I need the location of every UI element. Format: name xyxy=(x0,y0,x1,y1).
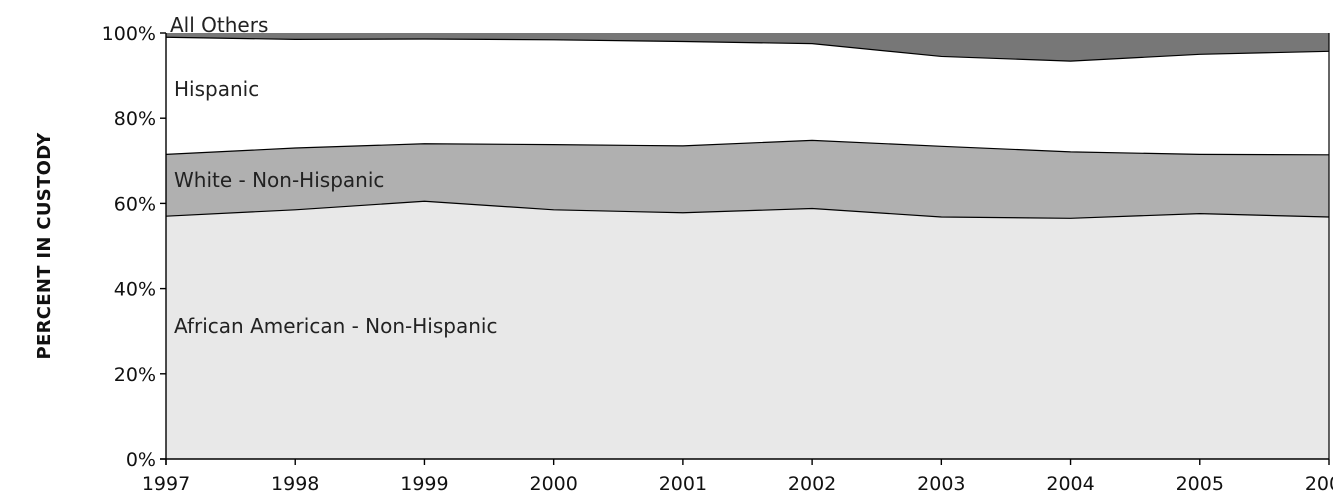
series-label: White - Non-Hispanic xyxy=(174,168,384,192)
labels-layer: PERCENT IN CUSTODY African American - Non… xyxy=(34,13,497,359)
x-tick-label: 1998 xyxy=(271,473,319,495)
y-tick-label: 0% xyxy=(126,449,156,471)
series-label: African American - Non-Hispanic xyxy=(174,314,497,338)
series-label: All Others xyxy=(170,13,268,37)
x-tick-label: 2005 xyxy=(1176,473,1224,495)
area-african-american-non-hispanic xyxy=(166,201,1329,459)
y-tick-label: 40% xyxy=(114,279,156,301)
y-axis-title: PERCENT IN CUSTODY xyxy=(34,132,55,360)
x-tick-label: 1999 xyxy=(400,473,448,495)
y-tick-label: 60% xyxy=(114,193,156,215)
x-tick-label: 2000 xyxy=(529,473,577,495)
x-tick-label: 2004 xyxy=(1046,473,1094,495)
series-boundary-line xyxy=(165,200,1330,219)
x-tick-label: 2001 xyxy=(659,473,707,495)
x-tick-label: 1997 xyxy=(142,473,190,495)
area-hispanic xyxy=(166,37,1329,155)
area-white-non-hispanic xyxy=(166,140,1329,219)
y-tick-label: 20% xyxy=(114,364,156,386)
series-boundary-line xyxy=(165,36,1330,62)
y-tick-label: 80% xyxy=(114,108,156,130)
axes-layer: 0% 20% 40% 60% 80% 100% 1997 1998 1999 2000 2001 20… xyxy=(102,23,1333,495)
y-tick-label: 100% xyxy=(102,23,156,45)
series-label: Hispanic xyxy=(174,77,259,101)
series-boundary-line xyxy=(165,139,1330,156)
x-tick-label: 2002 xyxy=(788,473,836,495)
area-all-others xyxy=(166,33,1329,62)
x-tick-label: 2003 xyxy=(917,473,965,495)
area-layer xyxy=(165,33,1330,459)
x-tick-label: 2006 xyxy=(1305,473,1333,495)
